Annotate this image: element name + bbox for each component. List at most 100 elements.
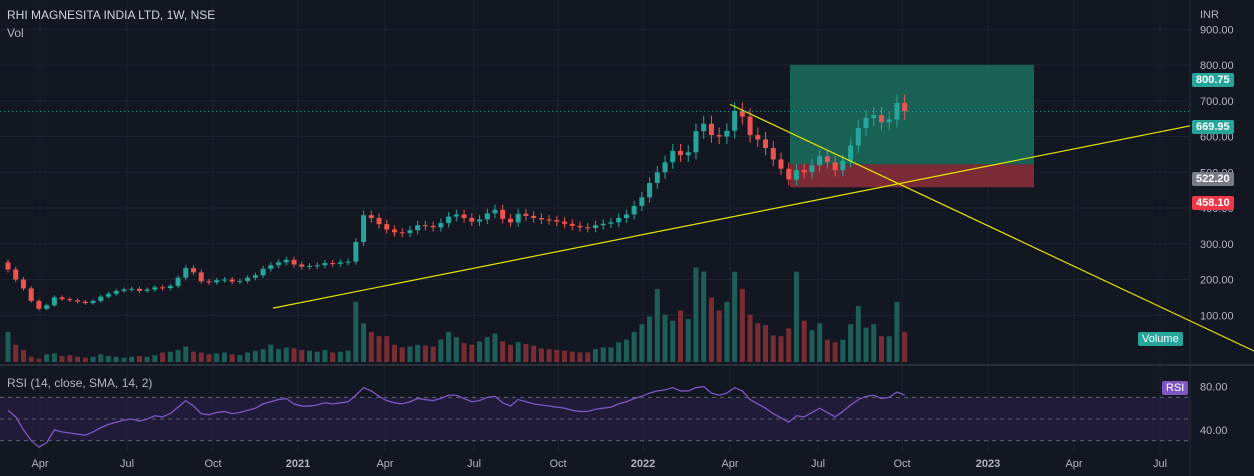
candle-body: [840, 160, 846, 171]
volume-bar: [507, 344, 513, 362]
candle-body: [546, 219, 552, 221]
volume-bar: [770, 335, 776, 362]
time-axis-tick-label: Oct: [204, 458, 221, 470]
candle-body: [763, 139, 769, 148]
volume-bar: [36, 358, 42, 362]
candle-body: [507, 218, 513, 223]
pane-separator: [0, 364, 1254, 366]
volume-bar: [531, 345, 537, 362]
price-axis-unit: INR: [1200, 9, 1219, 21]
volume-bar: [739, 288, 745, 362]
candle-body: [430, 225, 436, 228]
time-axis-tick-label: Apr: [1065, 458, 1082, 470]
candle-body: [461, 214, 467, 219]
candle-body: [75, 300, 81, 302]
volume-bar: [484, 337, 490, 362]
volume-bar: [283, 347, 289, 362]
candle-body: [353, 241, 359, 262]
volume-bar: [376, 336, 382, 362]
price-axis-tick-label: 800.00: [1200, 60, 1234, 72]
volume-bar: [299, 349, 305, 362]
candle-body: [755, 135, 761, 140]
candle-body: [809, 165, 815, 173]
volume-bar: [577, 352, 583, 362]
candle-body: [531, 215, 537, 219]
volume-bar: [732, 271, 738, 362]
volume-bar: [840, 339, 846, 362]
volume-bar: [855, 306, 861, 362]
volume-bar: [75, 356, 81, 362]
volume-bar: [430, 346, 436, 362]
candle-body: [44, 305, 50, 309]
volume-bar: [399, 347, 405, 362]
candle-body: [237, 280, 243, 282]
candle-body: [260, 268, 266, 276]
volume-legend: Vol: [7, 26, 24, 40]
volume-bar: [191, 351, 197, 362]
volume-bar: [631, 331, 637, 362]
candle-body: [453, 214, 459, 217]
candle-body: [229, 279, 235, 282]
volume-bar: [832, 342, 838, 362]
rsi-legend: RSI (14, close, SMA, 14, 2): [7, 376, 153, 390]
candle-body: [554, 220, 560, 222]
volume-bar: [260, 349, 266, 362]
candle-body: [175, 277, 181, 286]
candle-body: [415, 225, 421, 231]
candle-body: [569, 223, 575, 226]
target-price-tag: 800.75: [1192, 73, 1234, 87]
candle-body: [345, 261, 351, 263]
volume-bar: [5, 331, 11, 362]
volume-bar: [13, 344, 19, 362]
volume-bar: [708, 297, 714, 362]
rsi-axis-tick-label: 80.00: [1200, 382, 1228, 394]
candle-body: [477, 219, 483, 222]
volume-bar: [20, 349, 26, 362]
time-axis-tick-label: Apr: [376, 458, 393, 470]
volume-bar: [268, 344, 274, 362]
candle-body: [221, 279, 227, 281]
candle-body: [577, 225, 583, 228]
volume-bar: [314, 351, 320, 362]
candle-body: [407, 230, 413, 234]
candle-body: [801, 170, 807, 173]
candle-body: [678, 150, 684, 156]
candle-body: [82, 301, 88, 304]
candle-body: [376, 218, 382, 225]
candle-body: [778, 159, 784, 169]
candle-body: [871, 115, 877, 118]
volume-bar: [198, 352, 204, 362]
time-axis-tick-label: 2023: [976, 458, 1000, 470]
candle-body: [167, 285, 173, 289]
candle-body: [855, 127, 861, 146]
time-axis-tick-label: Jul: [467, 458, 481, 470]
volume-bar: [824, 339, 830, 362]
candle-body: [5, 262, 11, 270]
volume-bar: [206, 354, 212, 362]
time-axis-tick-label: 2021: [286, 458, 310, 470]
price-axis-tick-label: 100.00: [1200, 310, 1234, 322]
candle-body: [276, 262, 282, 266]
volume-bar: [345, 350, 351, 362]
volume-bar: [384, 336, 390, 362]
volume-bar: [337, 351, 343, 362]
candle-body: [206, 281, 212, 283]
candle-body: [129, 288, 135, 290]
volume-bar: [639, 324, 645, 362]
volume-bar: [585, 352, 591, 362]
volume-bar: [654, 288, 660, 362]
candle-body: [469, 218, 475, 222]
candle-body: [105, 293, 111, 297]
candle-body: [685, 152, 691, 156]
volume-bar: [461, 343, 467, 362]
volume-bar: [693, 267, 699, 362]
volume-bar: [453, 337, 459, 362]
volume-bar: [229, 354, 235, 362]
volume-bar: [685, 319, 691, 362]
candle-body: [361, 215, 367, 242]
candle-body: [121, 289, 127, 291]
volume-bar: [392, 344, 397, 362]
candle-body: [392, 229, 397, 233]
volume-bar: [98, 354, 104, 362]
